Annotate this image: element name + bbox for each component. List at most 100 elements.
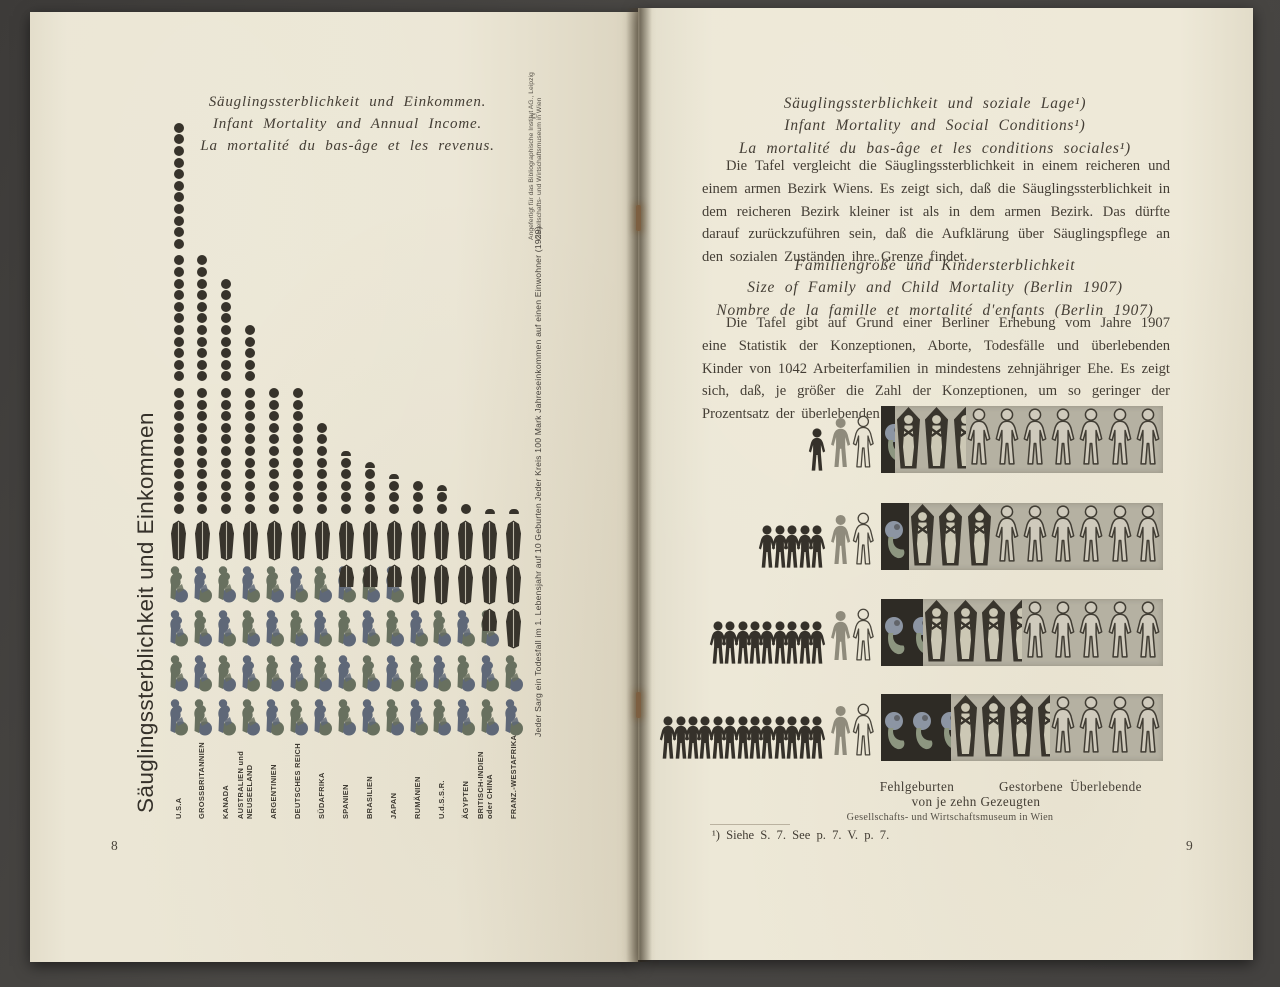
income-circle	[269, 411, 280, 422]
mortality-cell	[479, 520, 500, 561]
coffin-with-body-icon	[925, 600, 949, 662]
child-icon	[746, 621, 764, 664]
survivor-icon	[967, 408, 991, 465]
mother-baby-icon	[218, 654, 236, 692]
mortality-cell	[360, 520, 381, 561]
coffin-icon	[266, 520, 282, 561]
income-circle	[173, 504, 184, 514]
survivor-icon	[1079, 601, 1103, 658]
income-circle	[221, 434, 232, 445]
embryo-icon	[913, 712, 933, 750]
income-circle	[317, 469, 328, 480]
mother-baby-icon	[266, 699, 284, 736]
survivor-cell	[1022, 406, 1050, 473]
child-figure	[795, 525, 815, 574]
income-circle	[173, 278, 184, 289]
income-circle	[173, 204, 184, 214]
mortality-cell	[384, 520, 405, 561]
country-label: SÜDAFRIKA	[317, 772, 327, 819]
mortality-cell	[431, 608, 452, 649]
child-icon	[709, 716, 726, 759]
mortality-cell	[240, 608, 261, 649]
coffin-cell	[937, 503, 965, 570]
survivor-cell	[1050, 406, 1078, 473]
income-circle	[197, 325, 208, 335]
couple-icon	[831, 608, 874, 661]
right-paragraph-2: Die Tafel gibt auf Grund einer Berliner …	[702, 315, 1170, 423]
mortality-cell	[408, 697, 429, 738]
survivor-icon	[1136, 696, 1160, 753]
mother-baby-icon	[457, 699, 476, 736]
mother-baby-icon	[242, 699, 260, 736]
mother-baby-icon	[266, 610, 284, 647]
coffin-icon	[362, 520, 378, 561]
embryo-icon	[885, 424, 896, 460]
parents-couple	[829, 412, 877, 477]
child-icon	[722, 716, 739, 759]
mother-baby-icon	[290, 610, 308, 647]
child-figure	[782, 525, 802, 574]
survivor-cell	[966, 406, 994, 473]
copyright-mark: ©	[531, 112, 537, 121]
mortality-cell	[168, 564, 189, 605]
child-icon	[784, 716, 801, 759]
income-circle	[413, 492, 423, 503]
coffin-with-body-icon	[925, 407, 949, 469]
survivor-cell	[1078, 503, 1106, 570]
coffin-cell	[1036, 694, 1051, 761]
income-circle	[317, 446, 328, 456]
country-label: BRITISCH-INDIEN oder CHINA	[475, 751, 494, 819]
child-icon	[808, 621, 826, 664]
child-icon	[759, 525, 776, 568]
income-circle	[341, 504, 352, 514]
income-circle	[221, 446, 232, 456]
mother-baby-icon	[313, 699, 332, 736]
child-figure	[795, 716, 815, 765]
coffin-cell	[952, 599, 980, 666]
income-circle	[389, 492, 399, 503]
survivor-icon	[1023, 505, 1047, 562]
income-circle	[293, 480, 304, 491]
income-circle	[197, 422, 208, 433]
income-circle	[245, 504, 256, 514]
mother-baby-icon	[457, 610, 476, 647]
income-circle	[173, 325, 184, 335]
mother-baby-icon	[361, 699, 380, 736]
income-circle	[173, 301, 184, 312]
survivor-icon	[1051, 505, 1075, 562]
mother-baby-icon	[242, 654, 260, 692]
income-circle	[245, 359, 256, 370]
coffin-icon	[506, 520, 522, 561]
income-circle	[365, 480, 376, 491]
parents-couple	[829, 509, 877, 574]
coffin-icon	[458, 564, 474, 605]
income-half-circle	[508, 508, 519, 514]
mother-baby-icon	[337, 699, 356, 736]
mortality-cell	[192, 697, 213, 738]
mortality-cell	[408, 608, 429, 649]
coffin-icon	[434, 564, 450, 605]
survivor-cell	[1135, 503, 1163, 570]
credit-line-1: Angefertigt für das Bibliographische Ins…	[528, 72, 535, 240]
embryo-icon	[885, 617, 905, 655]
mother-baby-icon	[481, 699, 500, 736]
income-half-circle	[341, 450, 352, 456]
coffin-icon	[290, 520, 306, 561]
income-circle	[173, 227, 184, 238]
mortality-cell	[336, 520, 357, 561]
country-label: DEUTSCHES REICH	[293, 743, 303, 819]
income-circle	[341, 480, 352, 491]
income-circle	[221, 278, 232, 289]
survivor-icon	[1079, 696, 1103, 753]
income-circle	[221, 336, 232, 347]
mortality-cell	[503, 653, 524, 694]
parents-couple	[829, 700, 877, 765]
income-circle	[460, 504, 471, 514]
mortality-cell	[192, 564, 213, 605]
country-label: ÄGYPTEN	[460, 780, 470, 819]
income-circle	[173, 469, 184, 480]
embryo-cell	[881, 599, 910, 666]
mortality-cell	[288, 608, 309, 649]
income-circle	[197, 446, 208, 456]
survivor-cell	[1050, 599, 1078, 666]
